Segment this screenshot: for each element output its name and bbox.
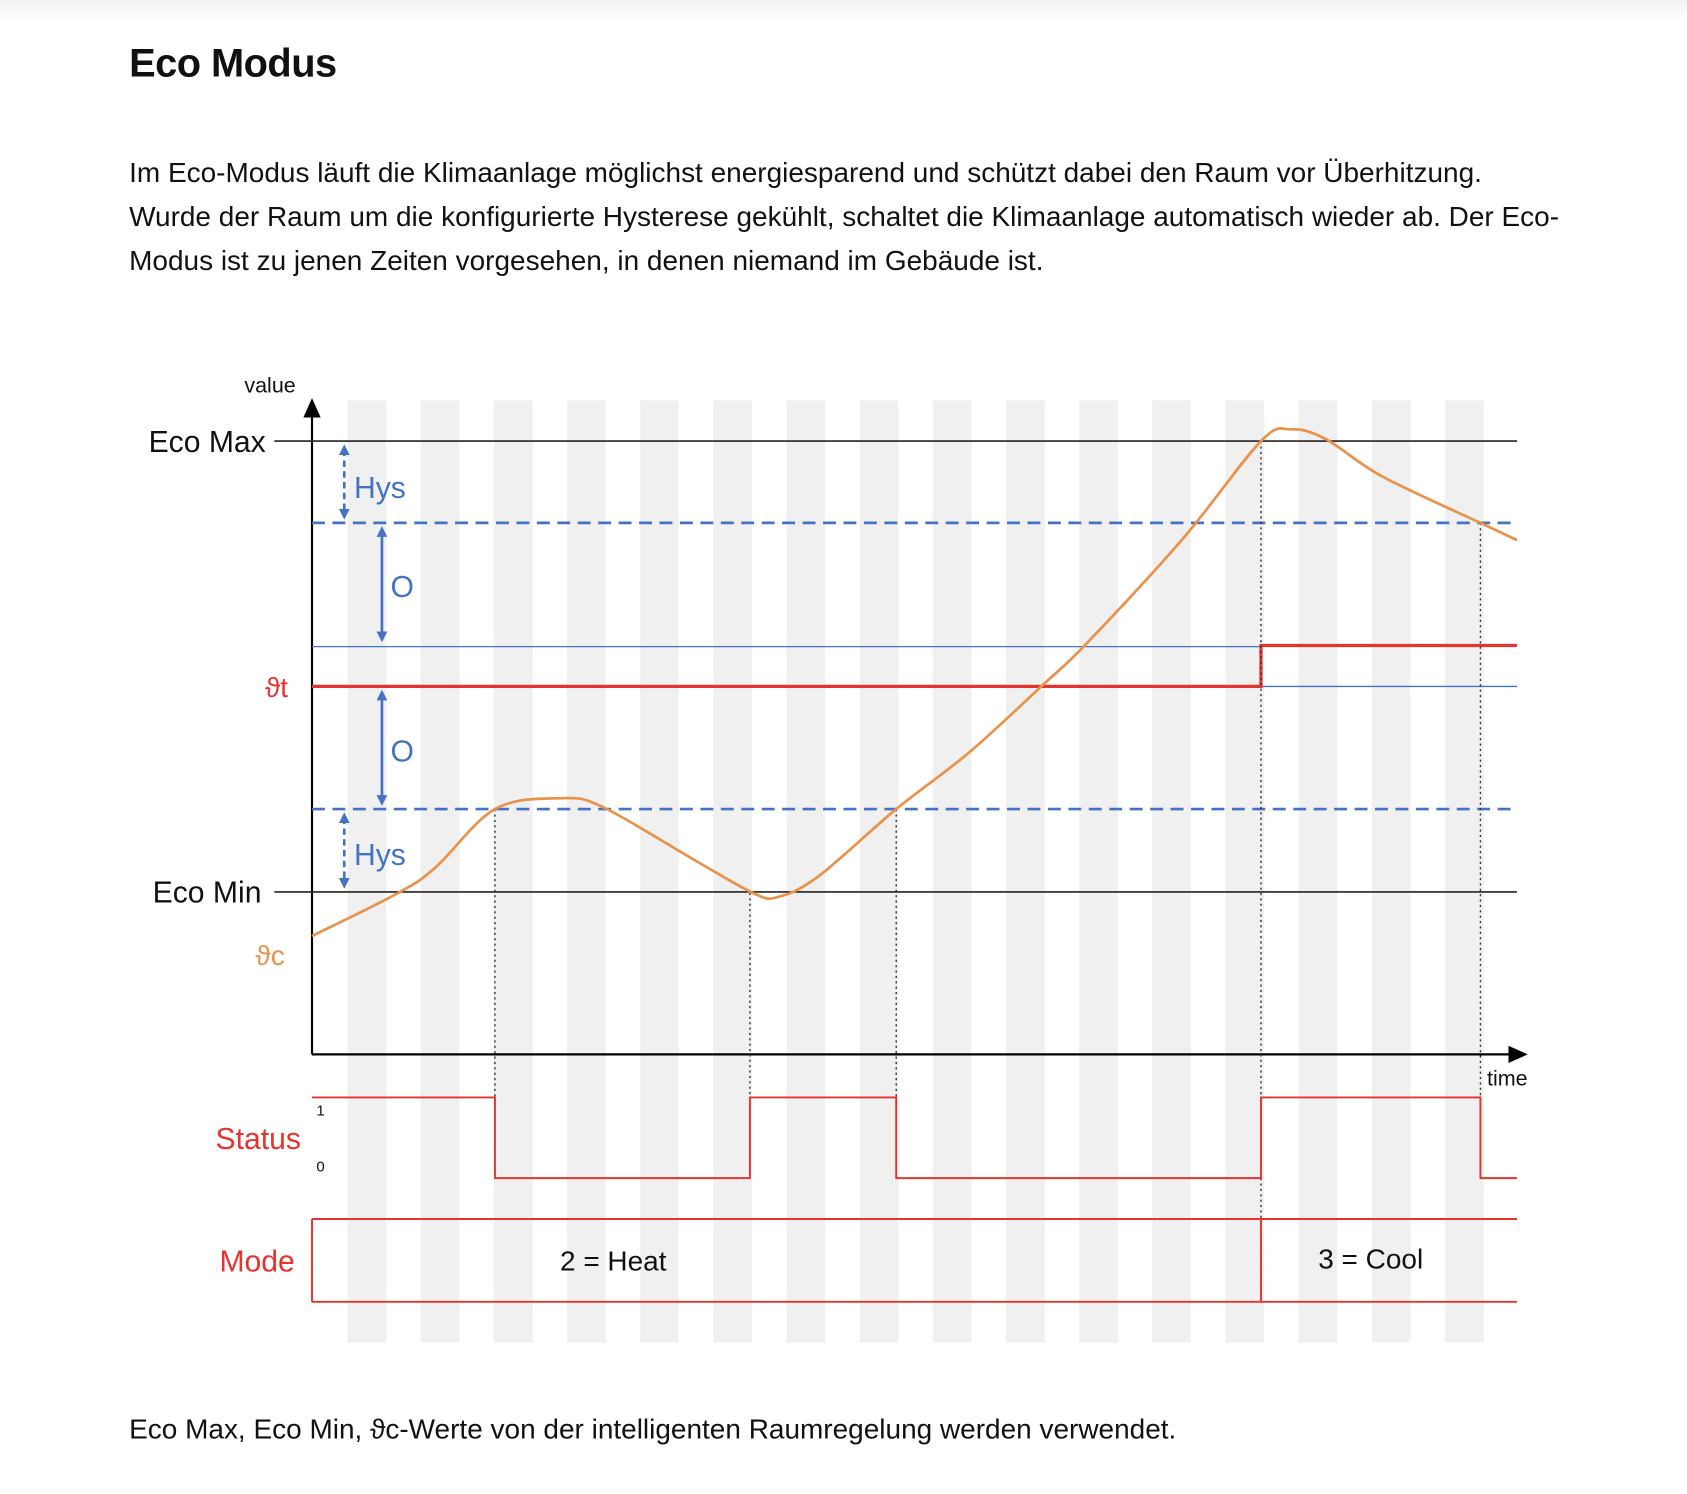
footer-note: Eco Max, Eco Min, ϑc-Werte von der intel…: [129, 1412, 1177, 1445]
top-band: [0, 0, 1687, 22]
background-stripe: [1298, 400, 1338, 1343]
background-stripe: [932, 400, 972, 1343]
page-title: Eco Modus: [129, 40, 337, 85]
status-signal: [312, 1096, 1518, 1180]
eco-max-label: Eco Max: [149, 426, 266, 459]
background-stripe: [1371, 400, 1411, 1343]
background-stripe: [1444, 400, 1484, 1343]
y-axis-label: value: [244, 374, 295, 398]
mode-band: [311, 1218, 1518, 1303]
intro-paragraph: Im Eco-Modus läuft die Klimaanlage mögli…: [129, 156, 1560, 277]
background-stripe: [1005, 400, 1045, 1343]
background-stripe: [1152, 400, 1192, 1343]
offset-upper-label: O: [391, 571, 414, 604]
target-temp-label: ϑt: [265, 672, 288, 703]
background-stripe: [1225, 400, 1265, 1343]
background-stripe: [859, 400, 899, 1343]
status-low-label: 0: [316, 1159, 324, 1176]
status-label: Status: [216, 1123, 301, 1156]
background-stripe: [786, 400, 826, 1343]
mode-heat-label: 2 = Heat: [560, 1246, 667, 1277]
offset-lower-label: O: [391, 736, 414, 769]
background-stripes: [347, 400, 1484, 1343]
hys-upper-label: Hys: [354, 472, 406, 505]
current-temp-label: ϑc: [255, 940, 284, 971]
background-stripe: [493, 400, 533, 1343]
current-temperature-curve: [311, 427, 1518, 938]
target-line: [312, 643, 1518, 689]
hys-lower-label: Hys: [354, 839, 406, 872]
background-stripe: [566, 400, 606, 1343]
mode-cool-label: 3 = Cool: [1318, 1243, 1423, 1274]
background-stripe: [713, 400, 753, 1343]
status-high-label: 1: [316, 1103, 324, 1120]
mode-label: Mode: [219, 1246, 294, 1279]
background-stripe: [1079, 400, 1118, 1343]
eco-mode-diagram: value time Eco Max Eco Min ϑt ϑc Hys O O…: [149, 374, 1528, 1343]
eco-min-label: Eco Min: [153, 877, 262, 910]
x-axis-label: time: [1487, 1067, 1528, 1091]
background-stripe: [640, 400, 679, 1343]
background-stripe: [420, 400, 460, 1343]
